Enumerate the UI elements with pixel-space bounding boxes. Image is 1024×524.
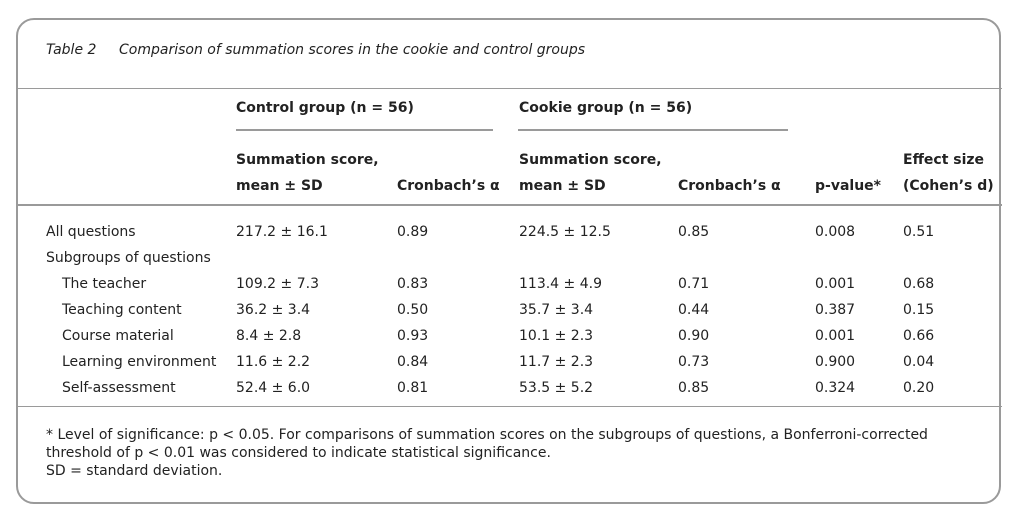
row-label: Self-assessment (62, 380, 176, 396)
cell: 0.83 (397, 276, 429, 292)
cell: 0.44 (678, 302, 710, 318)
table-frame (16, 18, 1001, 504)
rule (18, 406, 1002, 407)
cell: 0.324 (815, 380, 856, 396)
row-label: Teaching content (62, 302, 182, 318)
column-header: Effect size (903, 152, 985, 168)
rule (18, 88, 1002, 89)
cell: 0.51 (903, 224, 935, 240)
table-title: Comparison of summation scores in the co… (119, 42, 586, 58)
cell: 0.81 (397, 380, 429, 396)
cell: 11.6 ± 2.2 (236, 354, 311, 370)
row-label: Learning environment (62, 354, 217, 370)
cell: 109.2 ± 7.3 (236, 276, 319, 292)
column-header: (Cohen’s d) (903, 178, 994, 194)
cell: 0.387 (815, 302, 856, 318)
cell: 0.04 (903, 354, 935, 370)
cell: 10.1 ± 2.3 (519, 328, 594, 344)
cell: 52.4 ± 6.0 (236, 380, 311, 396)
group-rule (236, 129, 493, 131)
group-rule (518, 129, 788, 131)
table-label: Table 2 (46, 42, 97, 58)
column-header: mean ± SD (519, 178, 606, 194)
cell: 0.84 (397, 354, 429, 370)
cell: 0.68 (903, 276, 935, 292)
footnotes: * Level of significance: p < 0.05. For c… (46, 426, 991, 480)
cell: 0.90 (678, 328, 710, 344)
cell: 0.15 (903, 302, 935, 318)
row-label: Course material (62, 328, 174, 344)
cell: 0.71 (678, 276, 710, 292)
cell: 8.4 ± 2.8 (236, 328, 302, 344)
cell: 0.85 (678, 380, 710, 396)
row-label: All questions (46, 224, 136, 240)
cell: 113.4 ± 4.9 (519, 276, 602, 292)
footnote: SD = standard deviation. (46, 463, 223, 479)
cell: 224.5 ± 12.5 (519, 224, 611, 240)
cell: 35.7 ± 3.4 (519, 302, 594, 318)
column-header: Summation score, (519, 152, 662, 168)
column-header: Summation score, (236, 152, 379, 168)
cell: 0.50 (397, 302, 429, 318)
cell: 0.001 (815, 276, 856, 292)
cell: 0.001 (815, 328, 856, 344)
rule (18, 204, 1002, 206)
cell: 217.2 ± 16.1 (236, 224, 328, 240)
cell: 0.66 (903, 328, 935, 344)
cell: 36.2 ± 3.4 (236, 302, 311, 318)
cell: 0.93 (397, 328, 429, 344)
cell: 0.73 (678, 354, 710, 370)
column-header: p-value* (815, 178, 881, 194)
cell: 53.5 ± 5.2 (519, 380, 594, 396)
group-header: Control group (n = 56) (236, 100, 414, 116)
cell: 11.7 ± 2.3 (519, 354, 594, 370)
row-label: Subgroups of questions (46, 250, 211, 266)
row-label: The teacher (62, 276, 147, 292)
cell: 0.20 (903, 380, 935, 396)
group-header: Cookie group (n = 56) (519, 100, 693, 116)
column-header: Cronbach’s α (678, 178, 781, 194)
cell: 0.900 (815, 354, 856, 370)
cell: 0.85 (678, 224, 710, 240)
cell: 0.008 (815, 224, 856, 240)
cell: 0.89 (397, 224, 429, 240)
column-header: Cronbach’s α (397, 178, 500, 194)
footnote: * Level of significance: p < 0.05. For c… (46, 427, 928, 461)
column-header: mean ± SD (236, 178, 323, 194)
